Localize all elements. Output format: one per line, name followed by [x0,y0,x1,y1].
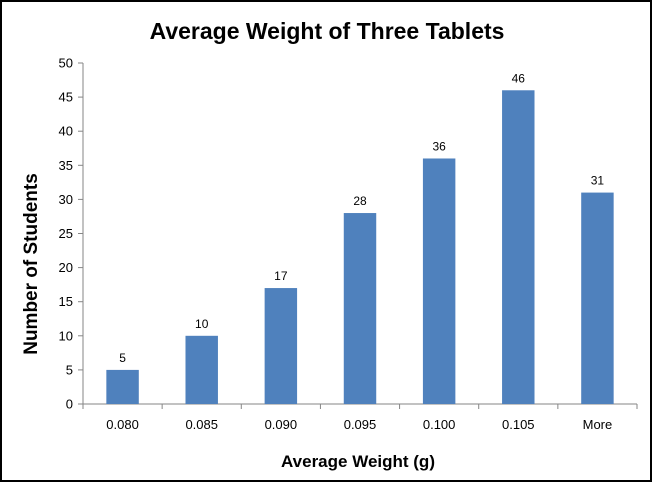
x-axis-title: Average Weight (g) [281,452,435,471]
y-tick-label: 30 [59,192,73,207]
y-axis-title: Number of Students [21,173,42,355]
bar [581,192,614,404]
y-tick-label: 10 [59,328,73,343]
bar [422,158,456,404]
x-tick-label: 0.100 [423,417,456,432]
y-tick-label: 25 [59,226,73,241]
data-label: 17 [274,269,288,283]
y-tick-label: 40 [59,124,73,139]
data-label: 28 [353,194,367,208]
plot-area: 0 5 10 15 20 25 30 35 40 45 50 5 0.080 10 0.085 17 0.090… [59,56,638,432]
y-tick-label: 0 [66,397,73,412]
data-label: 5 [119,351,126,365]
y-tick-label: 35 [59,158,73,173]
y-tick-label: 20 [59,260,73,275]
x-tick-label: 0.105 [502,417,535,432]
x-tick-label: 0.095 [344,417,377,432]
bar [185,335,218,404]
x-tick-label: 0.085 [185,417,218,432]
bar [502,90,535,404]
bar [106,369,139,404]
data-label: 31 [591,174,605,188]
y-tick-label: 15 [59,294,73,309]
data-label: 10 [195,317,209,331]
y-tick-label: 45 [59,90,73,105]
y-tick-label: 5 [66,362,73,377]
bar [343,213,377,404]
data-label: 46 [512,71,526,85]
y-tick-label: 50 [59,56,73,71]
x-tick-label: 0.080 [106,417,139,432]
x-tick-label: 0.090 [265,417,298,432]
data-label: 36 [432,139,446,153]
bar [264,288,298,404]
x-tick-label: More [583,417,613,432]
chart-title: Average Weight of Three Tablets [150,18,505,44]
